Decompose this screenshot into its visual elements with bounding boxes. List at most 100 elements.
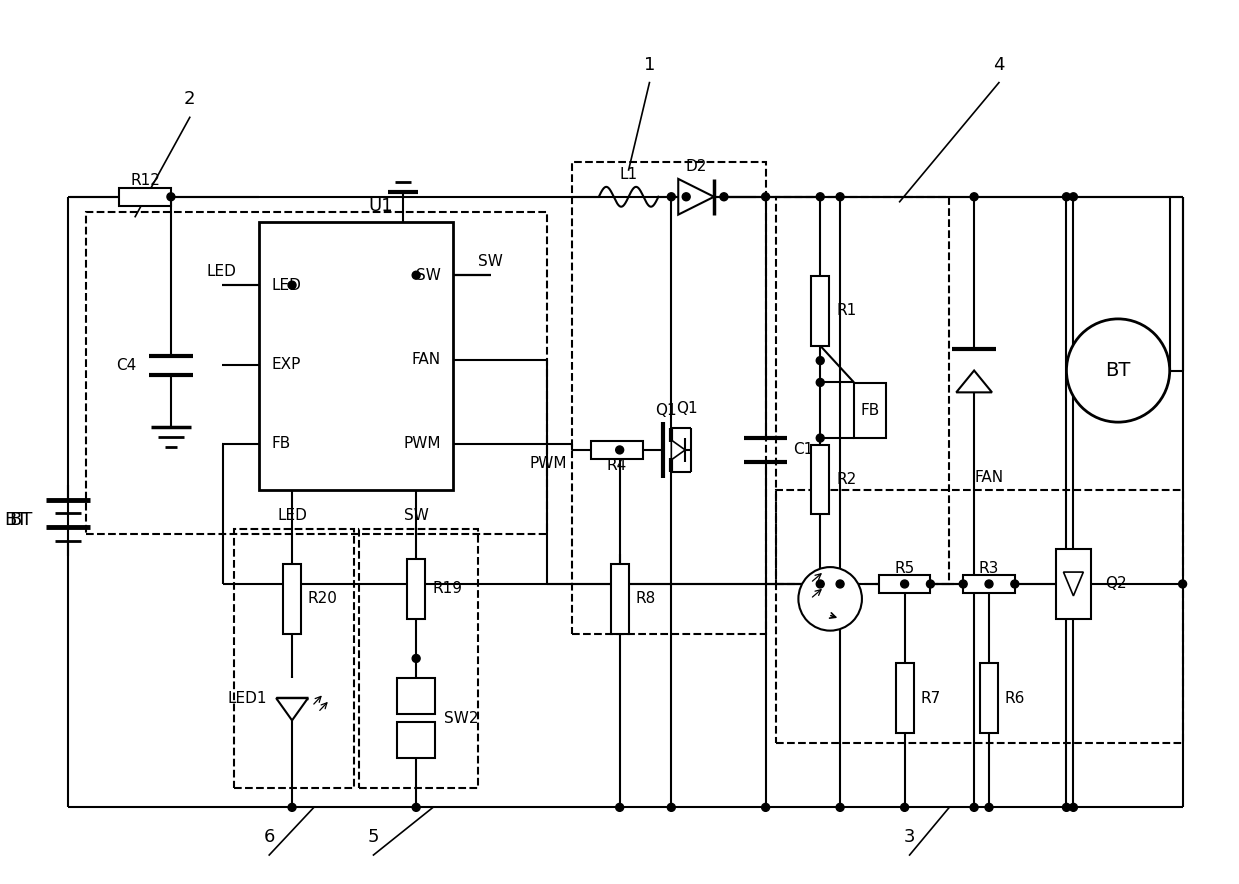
Text: BT: BT [1105,361,1131,380]
Polygon shape [957,370,992,392]
Text: D2: D2 [685,159,706,174]
Text: Q1: Q1 [676,400,698,415]
Text: R2: R2 [836,472,856,487]
Bar [259,222,453,490]
Text: PWM: PWM [404,437,441,452]
Circle shape [836,193,844,201]
Circle shape [616,804,623,812]
Polygon shape [678,179,714,215]
Text: R19: R19 [432,582,462,597]
Text: LED1: LED1 [228,690,268,705]
Text: SW: SW [416,268,441,283]
Text: SW: SW [478,254,503,269]
Text: R6: R6 [1005,690,1025,705]
Circle shape [413,271,420,279]
Text: R5: R5 [895,560,914,575]
Circle shape [683,193,690,201]
Circle shape [985,580,992,588]
Text: Q1: Q1 [655,403,678,418]
Bar [119,187,171,206]
Circle shape [762,193,769,201]
Circle shape [836,804,844,812]
Text: BT: BT [5,512,28,530]
Circle shape [1063,804,1070,812]
Text: L1: L1 [620,167,638,182]
Circle shape [817,356,824,364]
Text: R3: R3 [979,560,999,575]
Text: BT: BT [10,512,33,530]
Text: FB: FB [860,403,880,418]
Text: R20: R20 [309,591,338,606]
Circle shape [1069,193,1078,201]
Circle shape [1069,804,1078,812]
Bar [234,530,353,788]
Text: 5: 5 [368,828,379,846]
Bar [591,441,643,459]
Bar [812,276,829,346]
Circle shape [985,804,992,812]
Circle shape [1178,580,1187,588]
Circle shape [817,378,824,386]
Polygon shape [276,698,309,720]
Text: Q2: Q2 [1105,576,1126,591]
Text: 2: 2 [185,90,196,109]
Text: C1: C1 [793,443,814,457]
Circle shape [970,193,978,201]
Bar [611,564,628,634]
Text: R12: R12 [130,173,160,188]
Text: C4: C4 [116,358,136,373]
Circle shape [798,568,862,630]
Circle shape [817,580,824,588]
Bar [776,490,1182,743]
Text: 3: 3 [903,828,916,846]
Bar [398,678,435,714]
Circle shape [413,654,420,662]
Text: FAN: FAN [411,352,441,367]
Text: PWM: PWM [529,456,567,471]
Bar [284,564,301,634]
Text: LED: LED [278,508,307,523]
Circle shape [1067,319,1170,423]
Text: SW: SW [404,508,429,523]
Circle shape [616,446,623,453]
Text: LED: LED [207,263,237,278]
Bar [1056,549,1092,619]
Circle shape [289,281,296,289]
Bar [812,445,829,514]
Text: R4: R4 [607,458,627,473]
Bar [572,162,766,634]
Text: 4: 4 [994,56,1005,73]
Text: FAN: FAN [974,469,1004,484]
Bar [980,663,997,733]
Circle shape [720,193,727,201]
Circle shape [289,804,296,812]
Circle shape [1063,193,1070,201]
Circle shape [817,434,824,442]
Text: 1: 1 [644,56,655,73]
Bar [878,575,930,593]
Circle shape [959,580,968,588]
Circle shape [167,193,175,201]
Circle shape [970,804,978,812]
Polygon shape [672,440,685,460]
Bar [85,211,548,534]
Circle shape [901,804,908,812]
Circle shape [1011,580,1018,588]
Circle shape [668,804,675,812]
Text: 6: 6 [264,828,275,846]
Text: LED: LED [271,278,301,293]
Circle shape [413,804,420,812]
Circle shape [927,580,934,588]
Text: EXP: EXP [271,357,301,372]
Circle shape [762,804,769,812]
Circle shape [836,580,844,588]
Text: R7: R7 [921,690,940,705]
Polygon shape [1063,572,1083,596]
Bar [398,722,435,758]
Bar [408,560,425,619]
Text: SW2: SW2 [444,711,478,726]
Circle shape [668,193,675,201]
Text: R8: R8 [636,591,655,606]
Bar [776,197,949,584]
Bar [854,384,886,438]
